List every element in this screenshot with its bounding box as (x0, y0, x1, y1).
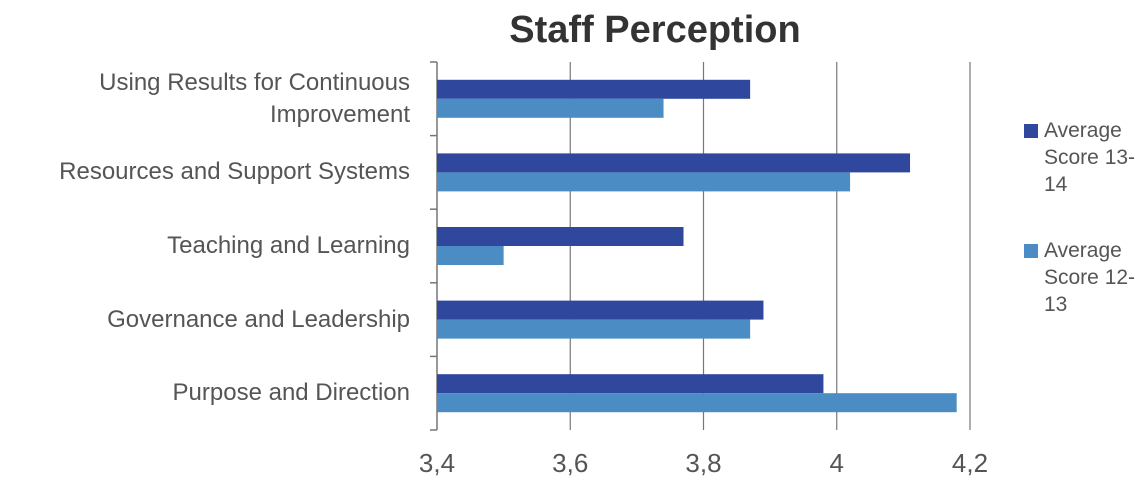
bar (437, 172, 851, 192)
bar (437, 98, 664, 118)
bar (437, 319, 751, 339)
x-tick-label: 3,8 (685, 448, 721, 478)
legend-label: Average Score 13-14 (1044, 119, 1136, 196)
bar (437, 79, 751, 99)
legend-label: Average Score 12-13 (1044, 239, 1136, 316)
legend-swatch (1024, 124, 1038, 138)
x-tick-label: 4,2 (952, 448, 988, 478)
bar (437, 300, 764, 320)
y-tick-label: Governance and Leadership (107, 305, 410, 333)
y-tick-label: Purpose and Direction (172, 379, 410, 407)
x-tick-label: 4 (830, 448, 844, 478)
x-tick-label: 3,4 (419, 448, 455, 478)
bar (437, 246, 504, 265)
bar (437, 153, 911, 173)
y-tick-label: Using Results for Continuous Improvement (99, 68, 410, 128)
y-tick-label: Resources and Support Systems (59, 158, 410, 186)
y-tick-label: Teaching and Learning (167, 232, 410, 259)
chart-title: Staff Perception (509, 9, 800, 51)
legend-swatch (1024, 244, 1038, 258)
bar (437, 393, 957, 413)
x-tick-label: 3,6 (552, 448, 588, 478)
bar (437, 374, 824, 394)
bar (437, 227, 684, 246)
